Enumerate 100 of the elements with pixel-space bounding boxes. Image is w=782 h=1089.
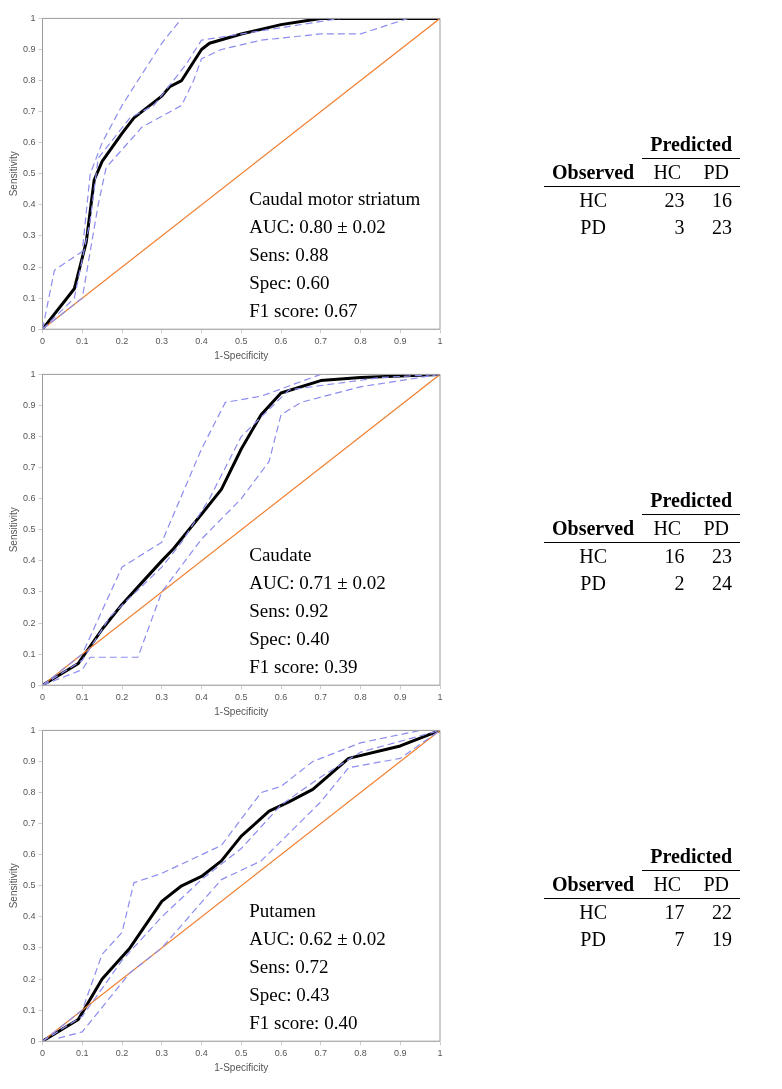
y-tick-label: 0.3 [23,586,36,597]
y-tick-label: HC [578,900,608,925]
y-tick-label: PD [579,927,607,952]
annotation: F1 score: 0.40 [249,1012,358,1034]
x-tick-label: 0.3 [155,336,169,347]
annotation: AUC: 0.71 ± 0.02 [249,572,386,594]
x-tick-label: 0.5 [235,692,248,703]
x-tick-label: 0 [40,336,46,347]
y-axis-title: Sensitivity [7,863,19,909]
data-label: 16 [663,544,686,569]
y-tick-label: 0.4 [23,199,36,210]
annotation: F1 score: 0.67 [249,300,358,322]
annotation: Putamen [249,900,317,922]
y-tick-label: 0.9 [23,399,36,410]
data-label: 2 [673,571,686,596]
y-tick-label: 1 [30,12,36,23]
data-label: 7 [673,927,686,952]
y-tick-label: 0.6 [23,849,36,860]
data-label: 19 [711,927,734,952]
x-axis-title: 1-Specificity [214,1061,269,1073]
x-tick-label: 0.2 [115,336,129,347]
data-label: 23 [711,215,734,240]
y-tick-label: 0.1 [23,292,36,303]
annotation: Spec: 0.43 [249,984,330,1006]
y-axis-title: Observed [551,515,636,541]
x-tick-label: 0.3 [155,1048,169,1059]
y-tick-label: PD [579,215,607,240]
x-tick-label: 0 [40,1048,46,1059]
x-tick-label: 0.2 [115,692,129,703]
x-tick-label: 0.4 [195,1048,208,1059]
y-tick-label: 0.9 [23,755,36,766]
annotation: Sens: 0.88 [249,244,329,266]
y-tick-label: 0.3 [23,942,36,953]
x-tick-label: 0.1 [76,336,89,347]
data-label: 24 [711,571,734,596]
y-tick-label: 1 [30,368,36,379]
x-tick-label: 0.8 [354,336,367,347]
y-tick-label: 0.6 [23,493,36,504]
y-tick-label: 0.8 [23,431,36,442]
y-tick-label: 0 [30,323,36,334]
annotation: AUC: 0.62 ± 0.02 [249,928,386,950]
data-label: 17 [663,900,686,925]
y-axis-title: Sensitivity [7,507,19,553]
annotation: Sens: 0.72 [249,956,329,978]
annotation: Spec: 0.40 [249,628,330,650]
x-tick-label: 0.4 [195,336,208,347]
annotation: Caudal motor striatum [249,188,421,210]
x-tick-label: 0.8 [354,692,367,703]
x-tick-label: 1 [437,336,443,347]
x-axis-title: Predicted [642,843,741,871]
x-tick-label: 0 [40,692,46,703]
annotation: Sens: 0.92 [249,600,329,622]
y-tick-label: 0.1 [23,648,36,659]
x-axis-title: 1-Specificity [214,349,269,361]
x-tick-label: 0.9 [393,1048,407,1059]
y-tick-label: 0.7 [23,818,36,829]
data-label: 23 [711,544,734,569]
x-tick-label: 0.5 [235,336,248,347]
y-tick-label: 0.8 [23,75,36,86]
x-tick-label: 0.7 [314,692,328,703]
y-tick-label: 0.2 [23,973,36,984]
y-axis-title: Observed [551,871,636,897]
x-tick-label: 0.5 [235,1048,248,1059]
y-tick-label: 0.1 [23,1004,36,1015]
x-tick-label: 0.1 [76,1048,89,1059]
x-tick-label: 0.6 [274,1048,288,1059]
x-tick-label: 0.9 [393,336,407,347]
y-tick-label: 0.4 [23,555,36,566]
y-tick-label: 0.8 [23,787,36,798]
x-tick-label: 0.9 [393,692,407,703]
x-axis-title: Predicted [642,487,741,515]
y-tick-label: 0 [30,1035,36,1046]
y-tick-label: 1 [30,724,36,735]
data-label: 16 [711,188,734,213]
y-tick-label: 0.9 [23,43,36,54]
x-tick-label: 0.8 [354,1048,367,1059]
x-axis-title: Predicted [642,131,741,159]
y-tick-label: 0.2 [23,617,36,628]
data-label: 22 [711,900,734,925]
annotation: AUC: 0.80 ± 0.02 [249,216,386,238]
y-tick-label: HC [578,544,608,569]
y-tick-label: 0.4 [23,911,36,922]
x-tick-label: 0.7 [314,336,328,347]
y-tick-label: 0.3 [23,230,36,241]
y-tick-label: 0 [30,679,36,690]
y-tick-label: 0.7 [23,462,36,473]
x-tick-label: 0.1 [76,692,89,703]
x-tick-label: 1 [437,692,443,703]
y-tick-label: 0.7 [23,106,36,117]
x-tick-label: 1 [437,1048,443,1059]
y-tick-label: 0.2 [23,261,36,272]
x-tick-label: 0.2 [115,1048,129,1059]
y-axis-title: Observed [551,159,636,185]
data-label: 3 [673,215,686,240]
x-tick-label: 0.4 [195,692,208,703]
annotation: Caudate [249,544,312,566]
y-tick-label: PD [579,571,607,596]
y-tick-label: 0.6 [23,137,36,148]
annotation: Spec: 0.60 [249,272,330,294]
data-label: 23 [663,188,686,213]
